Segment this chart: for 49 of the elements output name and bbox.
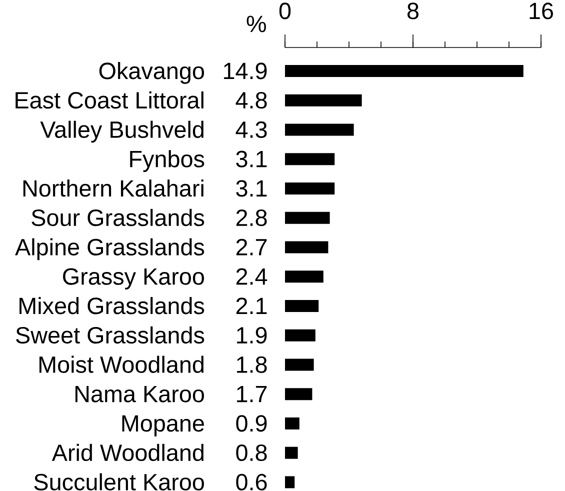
data-label: 1.9 — [237, 327, 267, 344]
y-tick-label: Moist Woodland — [39, 356, 204, 373]
data-label: 0.8 — [236, 444, 267, 462]
y-tick-label: Grassy Karoo — [63, 268, 204, 290]
bar — [284, 300, 319, 312]
data-label: 0.6 — [236, 474, 267, 490]
bar — [284, 94, 362, 106]
y-tick-label: Nama Karoo — [75, 386, 204, 402]
y-tick-label: East Coast Littoral — [16, 91, 204, 109]
data-label: 1.7 — [237, 386, 267, 402]
y-tick-label: Mixed Grasslands — [20, 297, 204, 314]
bar — [284, 241, 328, 254]
data-label: 3.1 — [236, 150, 267, 168]
y-tick-label: Alpine Grasslands — [15, 238, 204, 260]
data-label: 2.8 — [236, 210, 267, 226]
y-tick-label: Succulent Karoo — [34, 473, 204, 490]
y-tick-label: Arid Woodland — [52, 444, 204, 462]
data-label: 2.4 — [236, 268, 268, 285]
y-tick-label: Mopane — [122, 415, 204, 436]
data-label: 14.9 — [224, 62, 267, 80]
bar — [284, 476, 295, 488]
y-tick-label: Okavango — [99, 62, 204, 84]
data-label: 4.8 — [236, 92, 267, 109]
bar — [284, 212, 330, 224]
y-tick-label: Fynbos — [130, 150, 204, 172]
bar — [284, 182, 335, 194]
data-label: 2.7 — [236, 238, 267, 256]
bar — [284, 124, 354, 136]
bar — [284, 329, 316, 342]
data-label: 1.8 — [237, 356, 267, 373]
bar — [284, 270, 324, 283]
y-tick-label: Sweet Grasslands — [16, 326, 204, 344]
y-tick-label: Valley Bushveld — [40, 120, 204, 143]
x-axis-title: % — [246, 16, 266, 32]
bar — [284, 446, 298, 459]
x-tick-label: 8 — [408, 2, 418, 20]
data-label: 4.3 — [236, 121, 267, 138]
data-label: 2.1 — [236, 298, 267, 314]
data-label: 3.1 — [236, 180, 267, 197]
data-label: 0.9 — [236, 415, 267, 432]
y-tick-label: Northern Kalahari — [23, 180, 204, 197]
bar — [284, 153, 335, 166]
y-tick-label: Sour Grasslands — [32, 208, 204, 226]
x-tick-label: 0 — [279, 2, 291, 20]
bar — [284, 388, 312, 400]
x-tick-label: 16 — [530, 2, 553, 20]
bar — [284, 65, 524, 78]
bar — [284, 358, 314, 371]
bar — [284, 417, 300, 430]
